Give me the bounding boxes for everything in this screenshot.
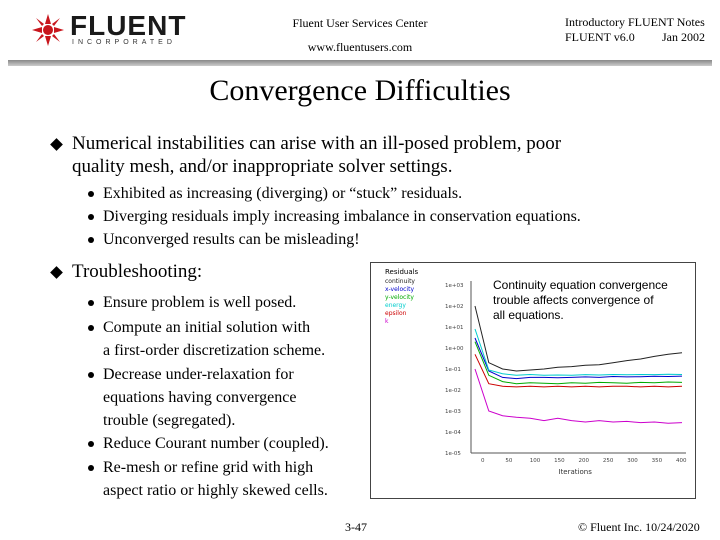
header-right-title: Introductory FLUENT Notes: [565, 15, 705, 29]
x-tick-label: 350: [652, 458, 663, 464]
sub-bullet-dot-icon: [88, 372, 94, 378]
bullet2-sub1: Ensure problem is well posed.: [103, 294, 297, 311]
legend-entry: epsilon: [385, 310, 407, 317]
sub-bullet-dot-icon: [88, 465, 94, 471]
page-number: 3-47: [345, 520, 367, 534]
bullet2-sub5-line1: Re-mesh or refine grid with high: [103, 459, 314, 476]
chart-note: Continuity equation convergence trouble …: [493, 278, 693, 323]
x-axis-label: Iterations: [559, 468, 593, 476]
x-tick-label: 400: [676, 458, 687, 464]
chart-note-line2: trouble affects convergence of: [493, 293, 654, 307]
x-tick-label: 200: [579, 458, 590, 464]
legend-entry: x-velocity: [385, 286, 414, 293]
series-line: [474, 337, 683, 380]
logo-text: FLUENT: [70, 10, 187, 41]
bullet1-line1: Numerical instabilities can arise with a…: [72, 133, 562, 154]
x-tick-label: 300: [627, 458, 638, 464]
bullet2-sub3-line2: equations having convergence: [103, 389, 297, 406]
sub-bullet-dot-icon: [88, 214, 94, 220]
sub-bullet-dot-icon: [88, 300, 94, 306]
legend-entry: energy: [385, 302, 406, 309]
sub-bullet-dot-icon: [88, 237, 94, 243]
legend-title: Residuals: [385, 268, 419, 276]
legend-entry: y-velocity: [385, 294, 414, 301]
copyright: © Fluent Inc. 10/24/2020: [578, 520, 700, 534]
header-rule: [8, 60, 712, 66]
chart-note-line3: all equations.: [493, 308, 564, 322]
y-tick-label: 1e-04: [445, 430, 461, 436]
x-tick-label: 150: [554, 458, 565, 464]
legend-entry: k: [385, 318, 389, 325]
y-tick-label: 1e-05: [445, 451, 461, 457]
sub-bullet-dot-icon: [88, 191, 94, 197]
series-line: [474, 354, 683, 388]
bullet1-sub2: Diverging residuals imply increasing imb…: [103, 208, 581, 225]
x-tick-label: 100: [530, 458, 541, 464]
bullet2-sub3-line3: trouble (segregated).: [103, 412, 236, 429]
series-line: [474, 341, 683, 385]
fluent-logo-icon: [32, 14, 64, 46]
header-center-title: Fluent User Services Center: [292, 16, 428, 30]
bullet-diamond-icon: [50, 138, 63, 151]
sub-bullet-dot-icon: [88, 325, 94, 331]
bullet2-sub2-line1: Compute an initial solution with: [103, 319, 311, 336]
series-line: [474, 328, 683, 376]
x-tick-label: 250: [603, 458, 614, 464]
chart-note-line1: Continuity equation convergence: [493, 278, 668, 292]
bullet1-sub1: Exhibited as increasing (diverging) or “…: [103, 185, 463, 202]
residuals-chart: Residuals continuity x-velocity y-velocity e…: [370, 262, 696, 499]
bullet1-line2: quality mesh, and/or inappropriate solve…: [72, 156, 453, 177]
bullet2-sub5-line2: aspect ratio or highly skewed cells.: [103, 482, 328, 499]
y-tick-label: 1e+01: [445, 325, 464, 331]
header-right-version: FLUENT v6.0: [565, 30, 635, 44]
bullet-diamond-icon: [50, 266, 63, 279]
bullet2-sub3-line1: Decrease under-relaxation for: [103, 366, 294, 383]
header-center-url: www.fluentusers.com: [307, 40, 413, 54]
series-line: [474, 368, 683, 424]
y-tick-label: 1e+00: [445, 346, 464, 352]
y-tick-label: 1e+03: [445, 283, 464, 289]
y-tick-label: 1e-01: [445, 367, 461, 373]
legend-entry: continuity: [385, 278, 415, 285]
header-right-date: Jan 2002: [662, 30, 705, 44]
y-tick-label: 1e-02: [445, 388, 461, 394]
x-tick-label: 0: [481, 458, 485, 464]
series-line: [474, 305, 683, 372]
y-tick-label: 1e+02: [445, 304, 464, 310]
bullet1-sub3: Unconverged results can be misleading!: [103, 231, 360, 248]
bullet2-sub2-line2: a first-order discretization scheme.: [103, 342, 326, 359]
sub-bullet-dot-icon: [88, 441, 94, 447]
slide-title: Convergence Difficulties: [209, 74, 511, 107]
y-tick-label: 1e-03: [445, 409, 461, 415]
x-tick-label: 50: [505, 458, 512, 464]
bullet2-sub4: Reduce Courant number (coupled).: [103, 435, 329, 452]
residuals-plot: Residualscontinuityx-velocityy-velocitye…: [385, 268, 687, 476]
bullet2-text: Troubleshooting:: [72, 261, 203, 282]
logo-subtext: INCORPORATED: [72, 39, 176, 46]
